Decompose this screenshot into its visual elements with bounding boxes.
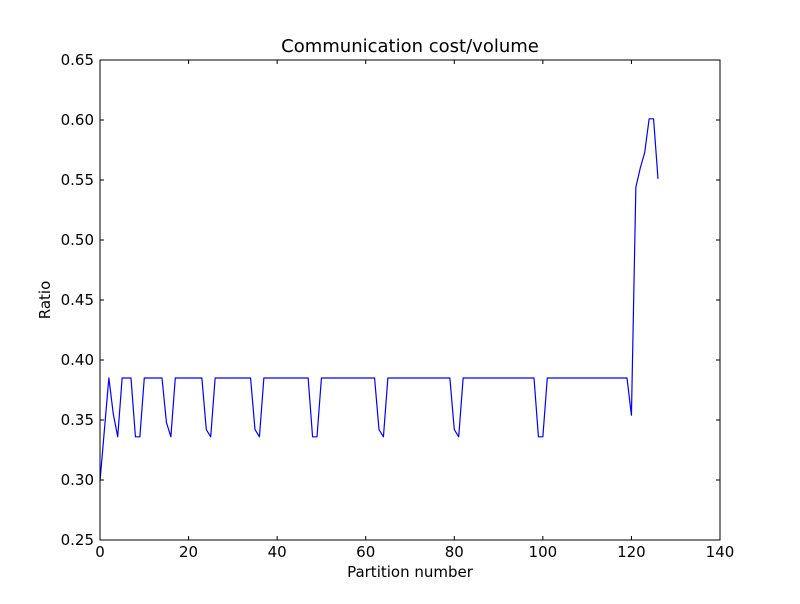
x-axis-label: Partition number: [347, 563, 474, 581]
x-tick-label: 140: [706, 543, 735, 561]
y-tick-label: 0.45: [61, 291, 94, 309]
y-tick-label: 0.50: [61, 231, 94, 249]
chart-title: Communication cost/volume: [281, 36, 539, 57]
series-line-0: [99, 118, 659, 482]
x-tick-label: 60: [356, 543, 375, 561]
y-tick-label: 0.40: [61, 351, 94, 369]
x-tick-label: 0: [95, 543, 105, 561]
y-tick-label: 0.25: [61, 531, 94, 549]
plot-lines: [99, 118, 659, 482]
x-tick-label: 100: [529, 543, 558, 561]
y-tick-label: 0.55: [61, 171, 94, 189]
y-tick-label: 0.60: [61, 111, 94, 129]
plot-frame: [99, 59, 721, 541]
x-tick-label: 80: [445, 543, 464, 561]
x-tick-label: 20: [179, 543, 198, 561]
y-axis-label: Ratio: [36, 281, 54, 320]
axis-ticks: 0 20 40 60 80 100 120 140 0.25 0.30 0.35 0.40 0.45 0.…: [61, 51, 735, 561]
y-tick-label: 0.35: [61, 411, 94, 429]
x-tick-label: 40: [268, 543, 287, 561]
y-tick-label: 0.65: [61, 51, 94, 69]
y-tick-label: 0.30: [61, 471, 94, 489]
x-tick-label: 120: [617, 543, 646, 561]
